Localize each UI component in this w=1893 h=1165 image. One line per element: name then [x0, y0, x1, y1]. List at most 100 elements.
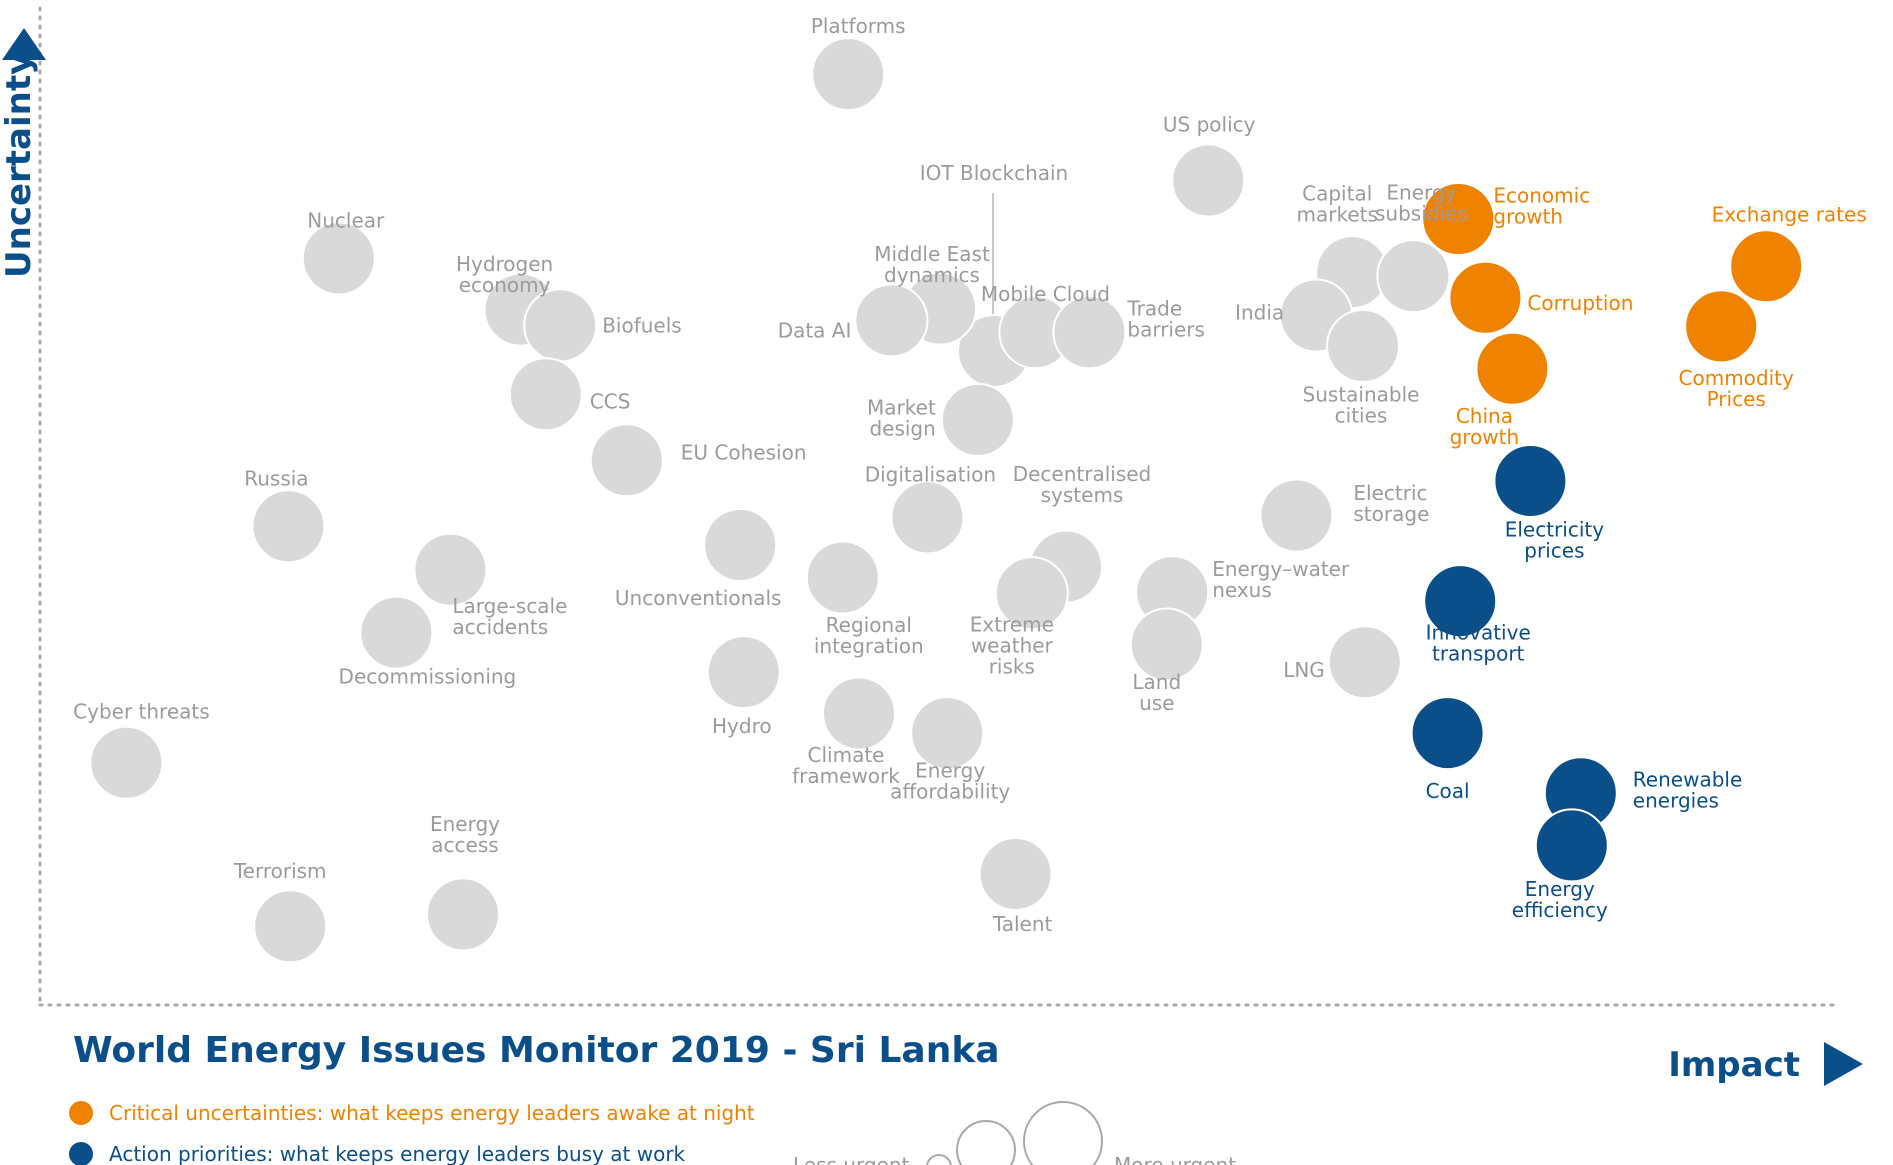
bubble-electric-storage: [1259, 478, 1334, 553]
bubble-russia: [251, 489, 326, 564]
label-line: Russia: [244, 466, 308, 490]
bubble-economic-growth: [1421, 181, 1496, 256]
label-line: use: [1139, 691, 1174, 715]
bubble-energy-subsidies: [1376, 239, 1451, 314]
x-axis-arrow-icon: [1824, 1042, 1863, 1086]
bubble-nuclear: [301, 221, 376, 296]
size-legend-more-urgent: More urgent: [1114, 1153, 1236, 1165]
bubble-unconventionals: [703, 508, 778, 583]
label-ccs: CCS: [590, 389, 631, 413]
bubble-climate-framework: [822, 676, 896, 751]
label-data-ai: Data AI: [778, 318, 852, 342]
label-nuclear: Nuclear: [307, 208, 385, 232]
label-renewable-energies: Renewable energies: [1633, 768, 1742, 813]
bubble-energy-efficiency: [1534, 808, 1609, 883]
label-large-scale-accidents: Large-scale accidents: [452, 594, 567, 639]
label-energy-affordability: Energy affordability: [890, 759, 1010, 804]
label-line: accidents: [452, 615, 548, 639]
label-line: Energy: [915, 759, 985, 783]
label-line: Talent: [992, 912, 1053, 936]
bubble-eu-cohesion: [589, 423, 664, 498]
label-capital-markets: Capital markets: [1296, 182, 1377, 227]
label-line: Energy: [1525, 877, 1595, 901]
label-line: Unconventionals: [615, 586, 782, 610]
label-unconventionals: Unconventionals: [615, 586, 782, 610]
label-line: affordability: [890, 780, 1010, 804]
label-digitalisation: Digitalisation: [865, 462, 996, 486]
label-line: China: [1456, 404, 1513, 428]
label-electric-storage: Electric storage: [1353, 481, 1429, 526]
legend-blue-marker: [69, 1142, 93, 1165]
label-platforms: Platforms: [811, 14, 906, 38]
bubble-energy-affordability: [910, 696, 985, 771]
size-legend-large-circle: [1023, 1101, 1103, 1165]
bubble-regional-integration: [805, 540, 880, 615]
label-line: IOT Blockchain: [920, 161, 1068, 185]
bubble-sustainable-cities: [1326, 309, 1400, 384]
label-line: cities: [1335, 404, 1388, 428]
bubble-cyber-threats: [89, 725, 164, 800]
label-line: Terrorism: [233, 859, 327, 883]
label-talent: Talent: [992, 912, 1053, 936]
label-line: Energy–water: [1212, 557, 1350, 581]
label-line: Trade: [1126, 297, 1182, 321]
bubble-platforms: [811, 37, 886, 112]
y-axis-title: Uncertainty: [0, 53, 39, 278]
y-axis-arrow-icon: [2, 28, 46, 60]
label-line: barriers: [1127, 318, 1205, 342]
chart-title: World Energy Issues Monitor 2019 - Sri L…: [73, 1030, 1000, 1071]
label-line: Land: [1132, 670, 1181, 694]
label-line: Extreme: [970, 612, 1054, 636]
size-legend-less-urgent: Less urgent: [793, 1153, 910, 1165]
legend-critical-uncertainties: Critical uncertainties: what keeps energ…: [109, 1101, 755, 1125]
label-line: Corruption: [1527, 291, 1633, 315]
label-line: Energy: [430, 812, 500, 836]
label-mobile-cloud: Mobile Cloud: [981, 282, 1110, 306]
label-corruption: Corruption: [1527, 291, 1633, 315]
label-line: Market: [867, 395, 936, 419]
label-india: India: [1235, 301, 1284, 325]
label-line: Sustainable: [1303, 383, 1420, 407]
label-line: Data AI: [778, 318, 852, 342]
bubble-ccs: [508, 357, 583, 432]
bubble-energy-access: [426, 877, 500, 952]
label-line: integration: [814, 634, 924, 658]
label-us-policy: US policy: [1163, 113, 1256, 137]
bubble-decommissioning: [359, 595, 434, 670]
label-energy-efficiency: Energy efficiency: [1512, 877, 1608, 922]
label-line: Commodity: [1679, 366, 1794, 390]
label-line: Digitalisation: [865, 462, 996, 486]
label-line: Economic: [1493, 183, 1590, 207]
bubble-lng: [1327, 625, 1402, 700]
label-line: Exchange rates: [1712, 202, 1867, 226]
label-economic-growth: Economic growth: [1493, 183, 1590, 228]
label-terrorism: Terrorism: [233, 859, 327, 883]
label-line: Nuclear: [307, 208, 385, 232]
label-climate-framework: Climate framework: [792, 743, 900, 788]
label-energy-access: Energy access: [430, 812, 500, 857]
label-line: Hydrogen: [456, 252, 553, 276]
bubble-biofuels: [523, 288, 598, 363]
legend-orange-marker: [69, 1101, 93, 1125]
label-trade-barriers: Trade barriers: [1126, 297, 1205, 342]
label-extreme-weather-risks: Extreme weather risks: [970, 612, 1054, 678]
label-energy-water-nexus: Energy–water nexus: [1212, 557, 1350, 602]
label-line: Cyber threats: [73, 700, 210, 724]
size-legend-small-circle: [926, 1154, 952, 1165]
label-market-design: Market design: [867, 395, 936, 440]
label-lng: LNG: [1283, 658, 1325, 682]
label-middle-east-dynamics: Middle East dynamics: [874, 242, 990, 287]
label-line: systems: [1041, 483, 1124, 507]
label-line: growth: [1450, 425, 1520, 449]
label-china-growth: China growth: [1450, 404, 1520, 449]
bubble-large-scale-accidents: [413, 532, 488, 607]
label-line: Prices: [1707, 387, 1766, 411]
label-hydrogen-economy: Hydrogen economy: [456, 252, 553, 297]
bubble-exchange-rates: [1729, 229, 1804, 304]
label-line: Innovative: [1426, 621, 1531, 645]
label-line: Coal: [1426, 779, 1470, 803]
label-line: CCS: [590, 389, 631, 413]
bubble-corruption: [1448, 260, 1523, 335]
bubble-terrorism: [253, 889, 328, 964]
